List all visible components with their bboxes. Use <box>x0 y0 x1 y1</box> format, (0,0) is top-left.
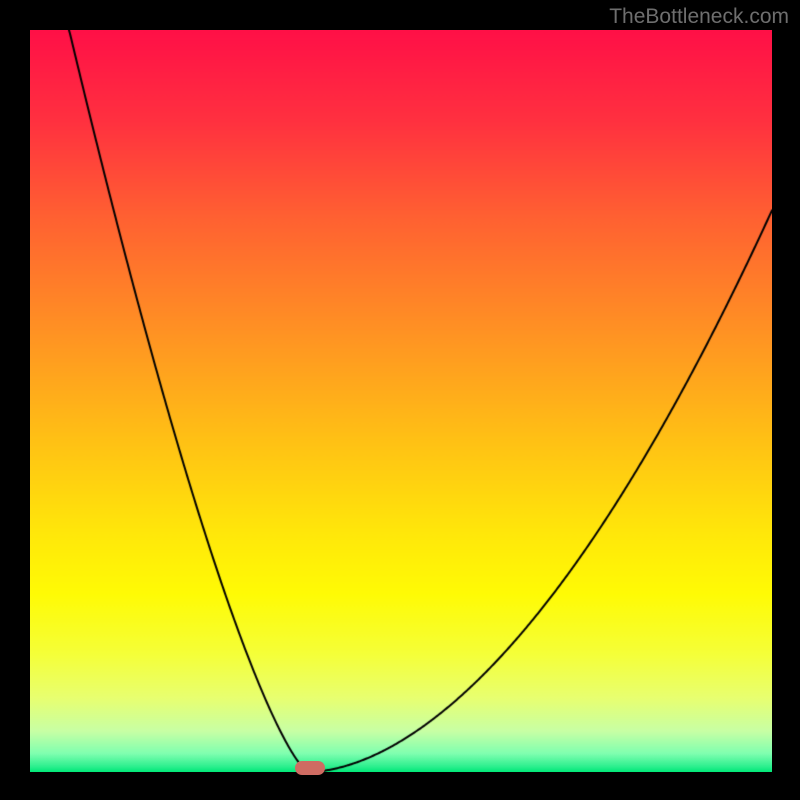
bottleneck-curve <box>30 30 772 772</box>
bottleneck-marker <box>295 761 325 775</box>
watermark-text: TheBottleneck.com <box>609 5 789 29</box>
